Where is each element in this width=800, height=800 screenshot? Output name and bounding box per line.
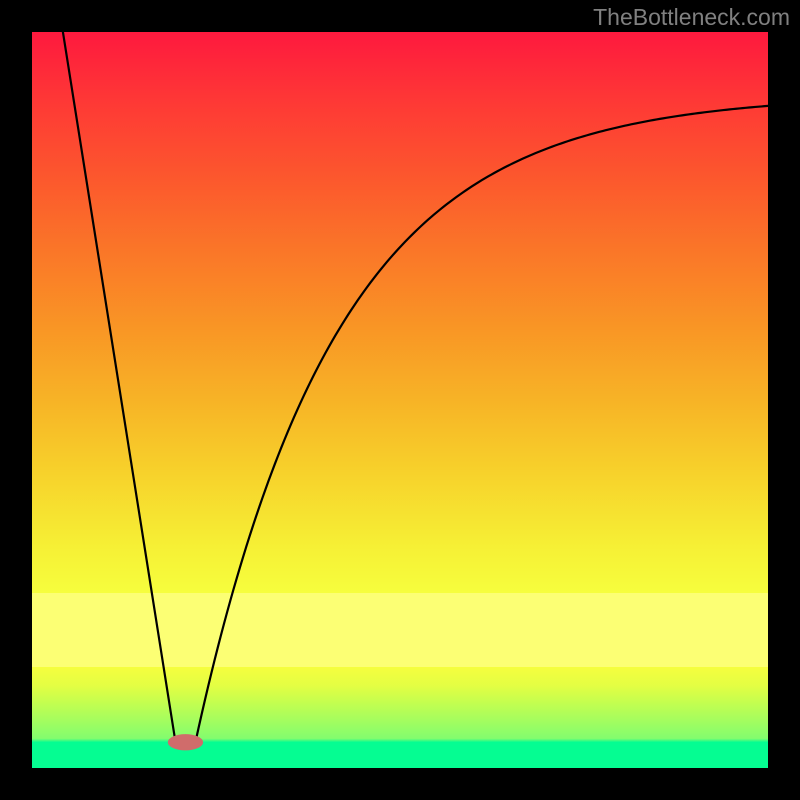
plot-background: [32, 32, 768, 768]
chart-frame: TheBottleneck.com: [0, 0, 800, 800]
optimal-marker: [168, 734, 203, 750]
watermark-text: TheBottleneck.com: [593, 4, 790, 31]
chart-svg: [0, 0, 800, 800]
